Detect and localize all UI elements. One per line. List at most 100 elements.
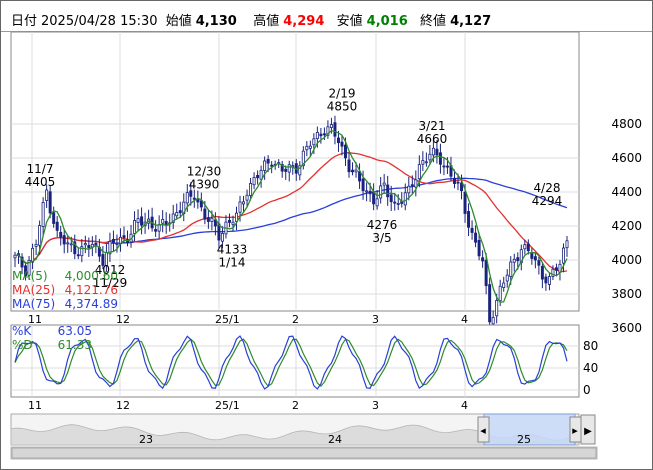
annotation-date: 11/7 — [27, 162, 54, 176]
candle-up — [259, 169, 263, 180]
navigator-selection — [483, 413, 576, 446]
price-tick-label: 4000 — [611, 253, 642, 267]
candle-down — [537, 260, 541, 266]
annotation-value: 4660 — [417, 132, 448, 146]
candle-up — [495, 300, 499, 317]
candle-down — [319, 133, 323, 137]
candle-down — [154, 229, 158, 232]
candle-down — [48, 191, 52, 214]
ma-legend-label: MA(75) — [12, 297, 55, 311]
candle-down — [206, 217, 210, 222]
candle-up — [403, 192, 407, 206]
candle-down — [203, 208, 207, 220]
candle-up — [365, 190, 369, 193]
candle-up — [308, 145, 312, 149]
candle-up — [301, 150, 305, 167]
candle-down — [55, 221, 59, 231]
stochastic-legend-label: %K — [12, 324, 32, 338]
stochastic-legend: %K 63.05 %D 61.33 — [12, 324, 92, 352]
stochastic-x-tick-label: 12 — [116, 399, 130, 412]
stochastic-tick-label: 80 — [583, 339, 598, 353]
candle-down — [474, 232, 478, 243]
candle-up — [242, 201, 246, 205]
annotation-value: 4850 — [327, 100, 358, 114]
navigator-year-label: 25 — [517, 433, 531, 446]
navigator-left-arrow-icon: ◂ — [480, 424, 486, 437]
candle-up — [245, 194, 249, 201]
candle-up — [171, 213, 175, 223]
candle-up — [133, 220, 137, 234]
candle-up — [329, 124, 333, 128]
candle-down — [24, 265, 28, 277]
candle-down — [101, 254, 105, 266]
candle-down — [192, 197, 196, 200]
candle-down — [463, 191, 467, 214]
candle-up — [238, 201, 242, 213]
annotation-value: 4276 — [367, 218, 398, 232]
price-x-tick-label: 3 — [372, 313, 379, 326]
high-value: 4,294 — [283, 14, 325, 29]
stochastic-x-tick-label: 2 — [292, 399, 299, 412]
navigator-scroll-right-button[interactable] — [580, 414, 596, 445]
candle-down — [333, 122, 337, 137]
annotation-value: 4405 — [25, 175, 56, 189]
low-label: 安値 — [336, 14, 363, 29]
candle-down — [52, 212, 56, 224]
navigator-scrollbar-thumb[interactable] — [11, 447, 597, 459]
candle-up — [136, 218, 140, 223]
candle-down — [266, 158, 270, 164]
annotation-date: 1/14 — [219, 255, 246, 269]
candle-up — [312, 138, 316, 146]
low-value: 4,016 — [366, 14, 408, 29]
stochastic-x-tick-label: 25/1 — [215, 399, 240, 412]
candle-up — [565, 240, 569, 249]
ma5-path — [15, 130, 568, 303]
annotation-value: 4012 — [95, 263, 126, 277]
candle-up — [326, 126, 330, 136]
candle-up — [249, 183, 253, 196]
candle-down — [372, 191, 376, 205]
price-x-tick-label: 11 — [28, 313, 42, 326]
ma75-path — [15, 177, 568, 265]
candle-up — [34, 243, 38, 247]
candle-up — [231, 221, 235, 225]
stochastic-x-tick-label: 11 — [28, 399, 42, 412]
stochastic-tick-label: 40 — [583, 361, 598, 375]
candle-down — [540, 265, 544, 280]
navigator-year-label: 23 — [139, 433, 153, 446]
annotation-value: 4133 — [217, 242, 248, 256]
candle-up — [396, 203, 400, 205]
range-navigator[interactable]: ◂ ▸ ▶ 23 24 25 — [10, 413, 598, 460]
candle-down — [438, 152, 442, 165]
price-x-tick-label: 2 — [292, 313, 299, 326]
candle-up — [83, 243, 87, 246]
candle-up — [428, 153, 432, 161]
candle-up — [161, 218, 165, 224]
stochastic-grid — [10, 324, 580, 398]
annotation-date: 12/30 — [187, 165, 222, 179]
candle-up — [421, 160, 425, 165]
price-axis: 4800 4600 4400 4200 4000 3800 3600 11 12 25/1 2 3 4 — [28, 117, 642, 335]
candle-up — [551, 268, 555, 277]
candle-down — [526, 243, 530, 252]
candle-down — [544, 276, 548, 284]
annotation-value: 4294 — [532, 194, 563, 208]
ma75-line — [15, 177, 568, 265]
navigator-year-label: 24 — [328, 433, 342, 446]
candle-up — [305, 145, 309, 151]
stochastic-legend-label: %D — [12, 338, 33, 352]
stochastic-legend-value: 63.05 — [58, 324, 92, 338]
candle-down — [178, 210, 182, 214]
candle-down — [481, 257, 485, 262]
price-x-tick-label: 4 — [461, 313, 468, 326]
navigator-left-handle[interactable] — [477, 416, 490, 443]
ma-legend-value: 4,000.60 — [65, 269, 118, 283]
quote-header: 日付 2025/04/28 15:30 始値 4,130 高値 4,294 安値 4,0… — [11, 10, 495, 29]
candle-up — [31, 247, 35, 263]
stochastic-axis: 80 40 0 11 12 25/1 2 3 4 — [28, 339, 598, 412]
open-value: 4,130 — [195, 14, 237, 29]
candle-down — [256, 175, 260, 179]
scroll-right-arrow-icon: ▶ — [584, 426, 592, 437]
candle-down — [140, 216, 144, 226]
candle-down — [488, 284, 492, 323]
